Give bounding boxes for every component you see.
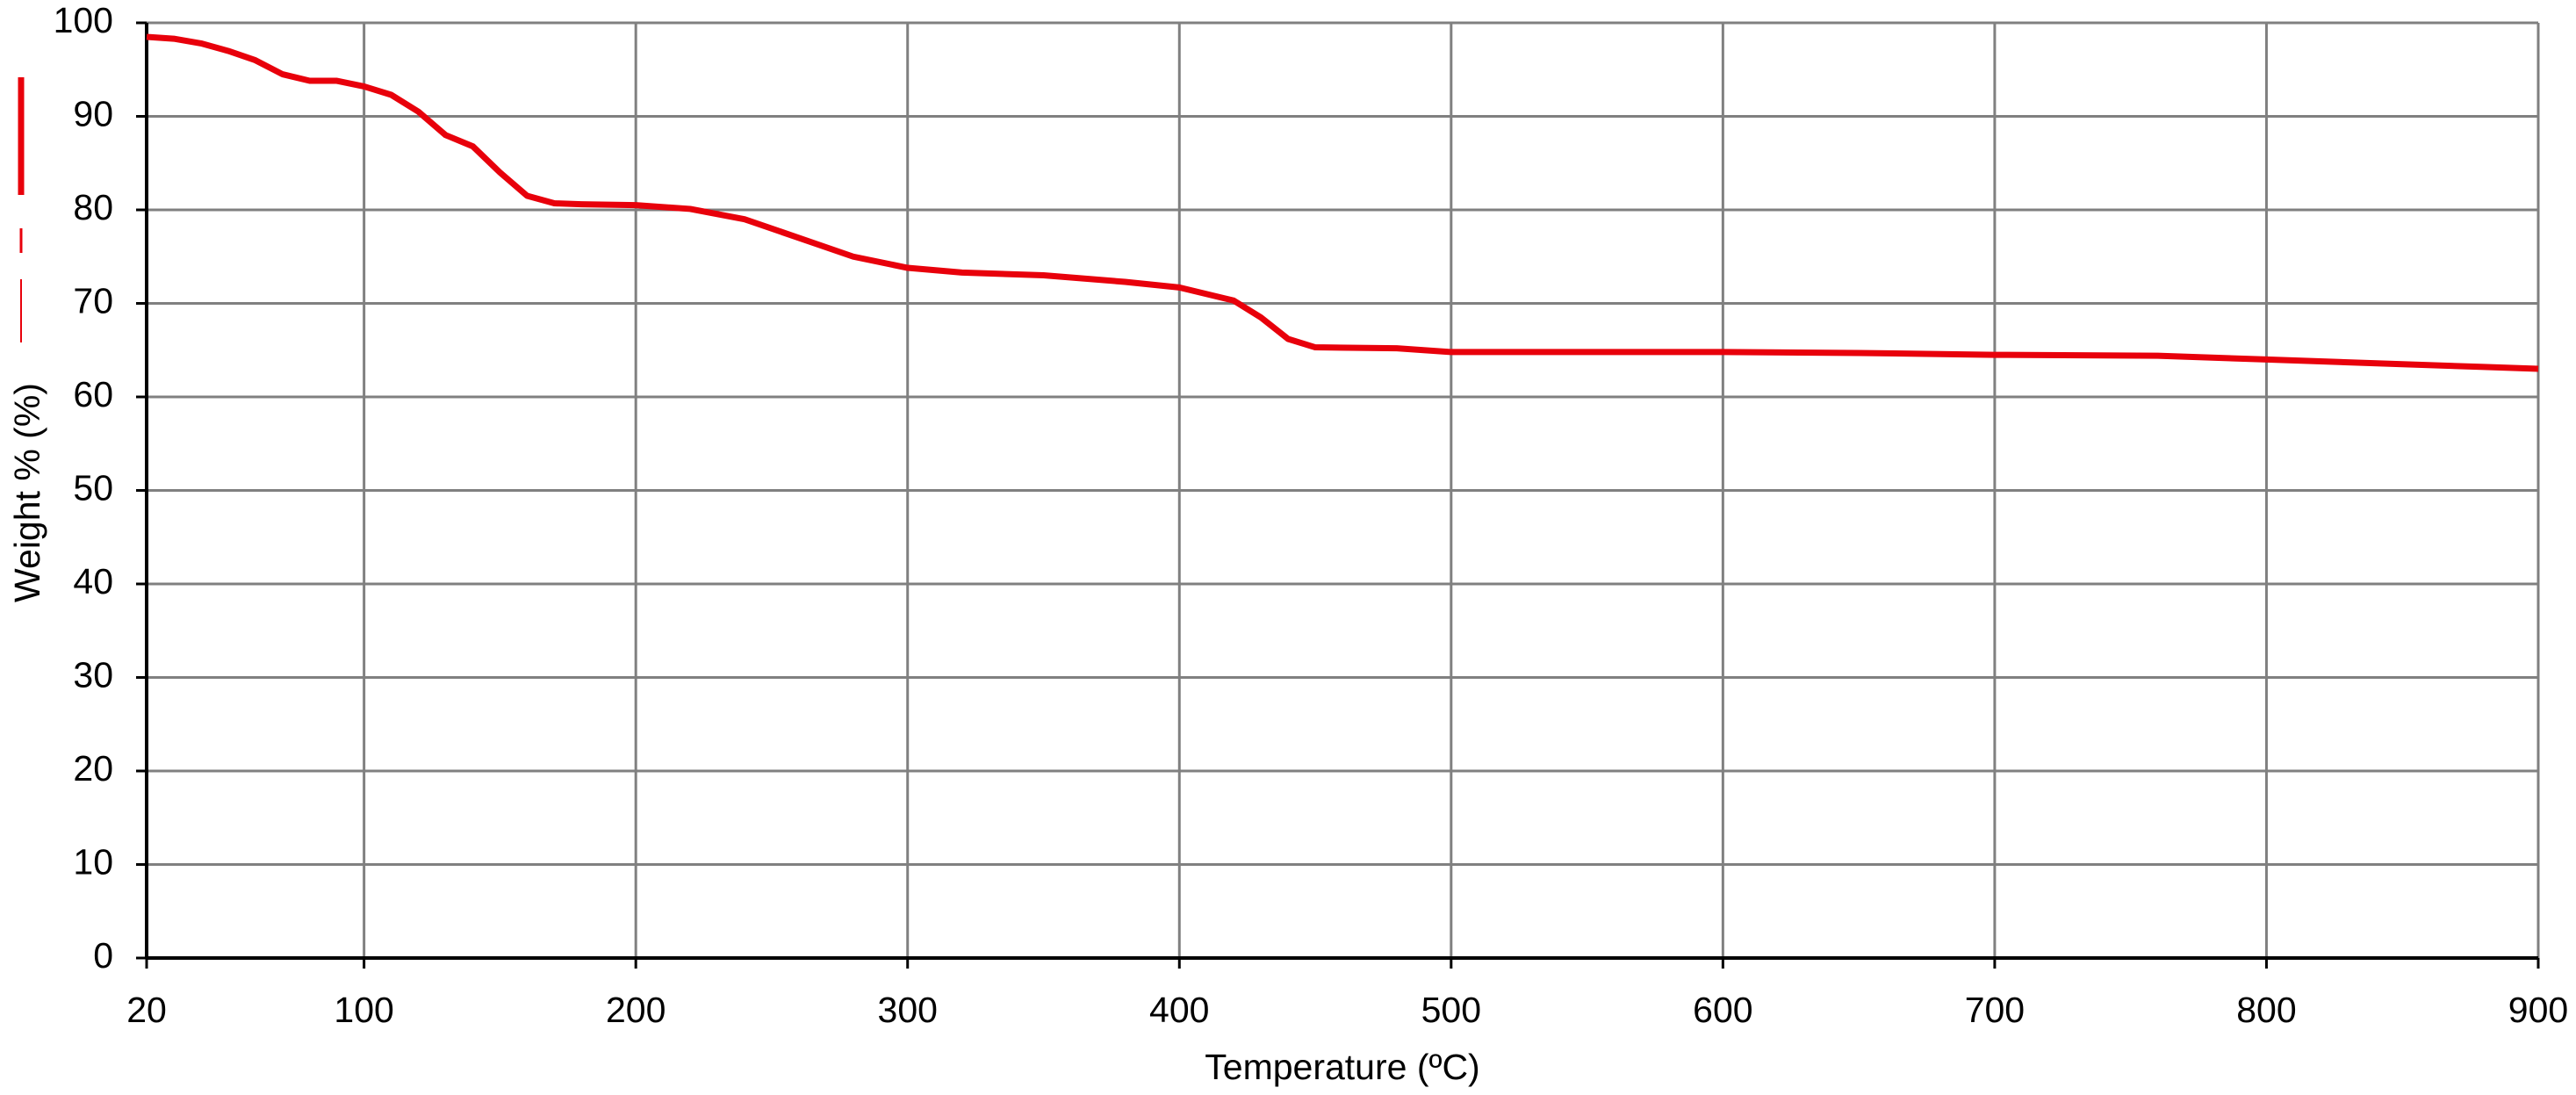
y-tick-label: 60 [73, 374, 113, 414]
data-line [146, 33, 2539, 372]
y-tick-label: 0 [93, 935, 113, 976]
x-tick-label: 100 [334, 990, 393, 1030]
x-tick-label: 600 [1693, 990, 1752, 1030]
x-tick-label: 300 [878, 990, 938, 1030]
x-tick-label: 900 [2508, 990, 2568, 1030]
y-tick-label: 30 [73, 654, 113, 695]
x-tick-label: 20 [126, 990, 167, 1030]
y-tick-label: 70 [73, 280, 113, 321]
y-tick-label: 80 [73, 187, 113, 227]
y-tick-label: 40 [73, 561, 113, 602]
x-tick-label: 700 [1965, 990, 2025, 1030]
x-axis-label: Temperature (ºC) [1205, 1047, 1479, 1087]
y-tick-label: 90 [73, 93, 113, 133]
y-axis-label: Weight % (%) [7, 383, 47, 602]
y-tick-label: 20 [73, 748, 113, 789]
y-tick-label: 100 [54, 0, 113, 40]
x-tick-label: 200 [606, 990, 666, 1030]
y-tick-label: 10 [73, 841, 113, 882]
y-tick-label: 50 [73, 467, 113, 508]
x-tick-label: 500 [1421, 990, 1481, 1030]
x-tick-label: 400 [1149, 990, 1209, 1030]
x-tick-label: 800 [2236, 990, 2296, 1030]
